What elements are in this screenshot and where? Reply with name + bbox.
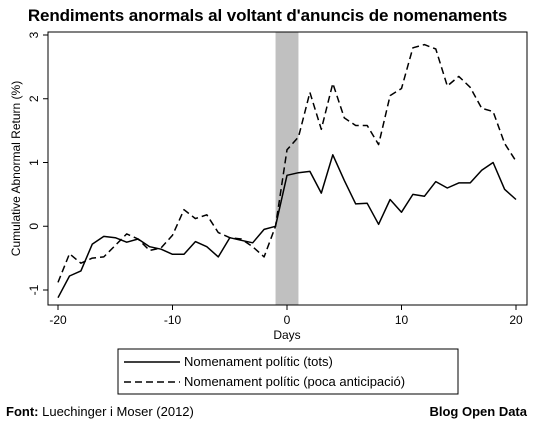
y-tick-label: 1 — [27, 159, 41, 166]
legend-label: Nomenament polític (tots) — [184, 354, 333, 369]
x-tick-label: 10 — [395, 313, 409, 327]
x-tick-label: -20 — [49, 313, 67, 327]
event-window-band — [275, 32, 299, 305]
x-axis-label: Days — [273, 328, 300, 342]
source-label: Font: — [6, 404, 39, 419]
y-tick-label: -1 — [27, 284, 41, 295]
source-note: Font: Luechinger i Moser (2012) — [6, 404, 194, 419]
y-tick-label: 2 — [27, 95, 41, 102]
legend-box — [117, 348, 459, 395]
x-tick-label: -10 — [164, 313, 182, 327]
brand-label: Blog Open Data — [429, 404, 527, 419]
source-text: Luechinger i Moser (2012) — [42, 404, 194, 419]
y-axis-label: Cumulative Abnormal Return (%) — [9, 81, 23, 256]
legend: Nomenament polític (tots) Nomenament polí… — [117, 348, 459, 395]
y-tick-label: 0 — [27, 223, 41, 230]
series-line-low-anticipation — [57, 43, 517, 283]
chart-title: Rendiments anormals al voltant d'anuncis… — [27, 6, 508, 25]
x-tick-label: 20 — [509, 313, 523, 327]
y-tick-label: 3 — [27, 31, 41, 38]
series-line-all — [57, 154, 517, 299]
legend-label: Nomenament polític (poca anticipació) — [184, 374, 405, 389]
x-tick-label: 0 — [284, 313, 291, 327]
